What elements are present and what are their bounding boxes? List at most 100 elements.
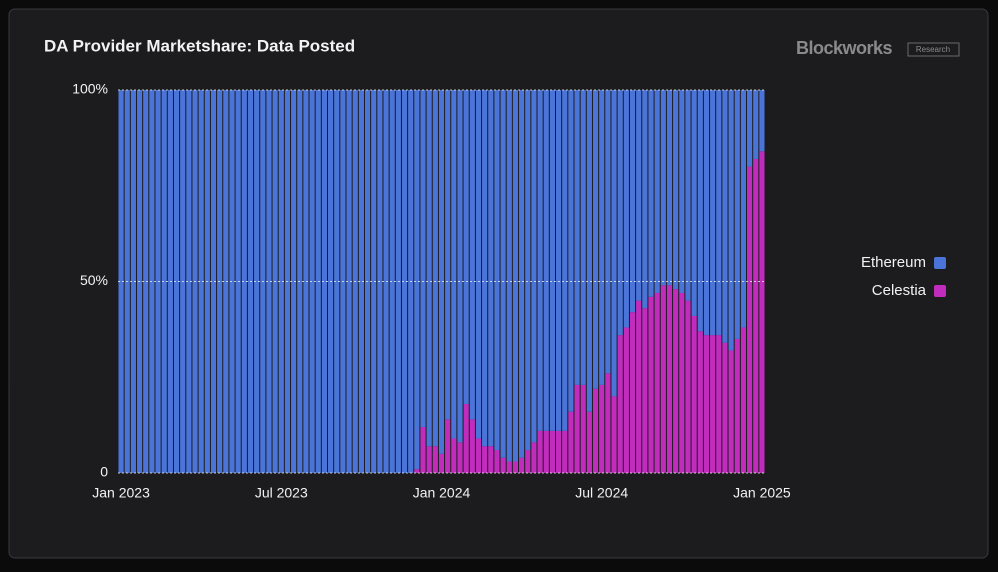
bar-segment [611,396,617,473]
bar-segment [334,90,340,473]
bar-segment [568,411,574,473]
bar-segment [562,430,568,473]
bar-segment [537,430,543,473]
bar-segment [198,90,204,473]
bar-segment [512,461,519,473]
bar-segment [469,90,475,420]
y-tick-label: 100% [72,81,108,97]
bar-segment [605,90,611,374]
bar-segment [494,450,500,473]
bar-segment [445,419,451,473]
bar-segment [580,90,586,385]
y-tick-label: 0 [100,464,108,480]
chart-title: DA Provider Marketshare: Data Posted [44,36,355,55]
bar-segment [512,90,519,462]
bar-segment [747,90,753,167]
bar-segment [660,285,666,473]
bar-segment [648,296,654,473]
bar-segment [666,285,673,473]
bar-segment [568,90,574,412]
bar-segment [426,446,432,473]
bar-segment [636,90,642,301]
bar-segment [759,151,765,473]
bar-segment [130,90,136,473]
bar-segment [697,90,703,332]
bar-segment [636,300,642,473]
bar-segment [685,90,691,301]
bar-segment [475,90,482,439]
bar-segment [592,90,599,389]
bar-segment [482,90,488,447]
x-tick-label: Jan 2023 [92,485,150,501]
bar-segment [432,446,438,473]
x-tick-label: Jan 2024 [413,485,471,501]
bar-segment [186,90,192,473]
bar-segment [543,90,549,431]
bar-segment [358,90,364,473]
bar-segment [642,308,648,473]
bar-segment [519,90,525,458]
bar-segment [753,90,759,159]
bar-segment [266,90,272,473]
bar-segment [519,457,525,473]
bar-segment [549,430,555,473]
bar-segment [371,90,377,473]
bar-segment [685,300,691,473]
bar-segment [747,166,753,473]
bar-segment [642,90,648,309]
bar-segment [118,90,124,473]
bar-segment [488,90,494,447]
bar-segment [580,384,586,473]
bar-segment [716,335,722,473]
bar-segment [321,90,328,473]
bar-segment [420,90,426,428]
bar-segment [623,327,629,473]
brand-tag-box [907,42,960,57]
bar-segment [420,427,426,473]
bar-segment [740,327,747,473]
bar-segment [494,90,500,451]
bar-segment [728,90,734,351]
bar-segment [691,90,697,316]
bar-segment [414,90,420,470]
bar-segment [389,90,395,473]
bar-segment [537,90,543,431]
bar-segment [574,90,580,385]
bar-segment [679,292,685,473]
x-tick-label: Jan 2025 [733,485,791,501]
bar-segment [562,90,568,431]
bar-segment [469,419,475,473]
bar-segment [722,90,728,343]
bar-segment [210,90,217,473]
bar-segment [617,90,623,336]
bar-segment [451,90,457,439]
bar-segment [629,312,636,473]
bar-segment [161,90,167,473]
legend-swatch [934,257,946,269]
bar-segment [648,90,654,297]
bar-segment [703,90,710,336]
y-tick-label: 50% [80,272,108,288]
bar-segment [592,388,599,473]
bar-segment [753,158,759,473]
bar-segment [525,90,531,451]
bar-segment [728,350,734,473]
bar-segment [438,90,445,454]
bar-segment [710,335,716,473]
bar-segment [500,90,506,458]
bar-segment [599,384,605,473]
bar-segment [531,442,537,473]
bar-segment [254,90,260,473]
bar-segment [506,461,512,473]
bar-segment [463,90,469,405]
brand-tag: Research [916,45,950,54]
bar-segment [617,335,623,473]
bar-segment [673,90,679,290]
brand: Blockworks [796,38,893,58]
bar-segment [506,90,512,462]
bar-segment [426,90,432,447]
legend-label: Celestia [872,282,927,299]
bar-segment [143,90,149,473]
